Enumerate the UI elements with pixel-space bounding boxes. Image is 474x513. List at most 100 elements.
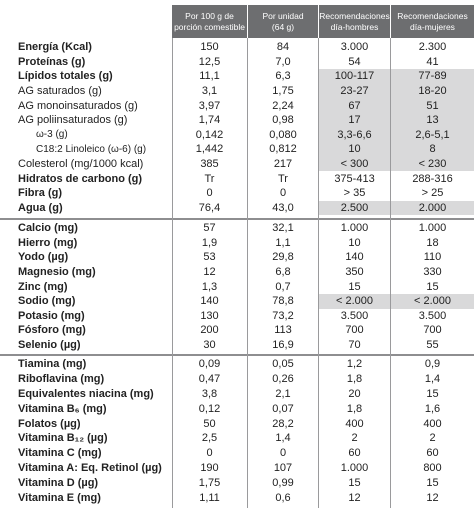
cell-value: 2.500 — [340, 201, 369, 214]
cell-value: 113 — [274, 324, 292, 337]
row-label: Hierro (mg) — [18, 236, 78, 249]
cell-value: 10 — [348, 143, 361, 156]
row-label: Selenio (µg) — [18, 339, 81, 352]
cell-value: 190 — [200, 461, 219, 474]
cell-value: 7,0 — [275, 55, 291, 68]
header-divider — [247, 5, 248, 38]
shaded-cell — [319, 200, 474, 216]
header-cell: Por 100 g de porción comestible — [172, 5, 247, 38]
cell-value: 6,8 — [275, 266, 291, 279]
row-label: Vitamina C (mg) — [18, 447, 102, 460]
header-divider — [318, 5, 319, 38]
row-label: AG poliinsaturados (g) — [18, 114, 128, 127]
cell-value: 1,9 — [201, 236, 218, 249]
cell-value: 0,47 — [198, 373, 221, 386]
cell-value: 2.300 — [418, 41, 447, 54]
cell-value: 1.000 — [418, 222, 447, 235]
cell-value: 15 — [348, 476, 361, 489]
row-label: Calcio (mg) — [18, 222, 78, 235]
cell-value: 1,2 — [346, 358, 363, 371]
cell-value: 2,24 — [272, 99, 294, 112]
cell-value: 76,4 — [198, 201, 221, 214]
cell-value: 15 — [426, 280, 439, 293]
cell-value: 1,442 — [195, 143, 224, 156]
cell-value: 70 — [348, 339, 361, 352]
row-label: Equivalentes niacina (mg) — [18, 387, 154, 400]
header-line: día-mujeres — [410, 21, 455, 32]
cell-value: 288-316 — [412, 172, 453, 185]
shaded-cell — [319, 83, 474, 99]
cell-value: 130 — [200, 309, 219, 322]
cell-value: < 2.000 — [335, 295, 373, 308]
cell-value: 54 — [348, 55, 361, 68]
shaded-cell — [319, 98, 474, 113]
cell-value: 1,6 — [424, 402, 441, 415]
cell-value: 3.000 — [340, 41, 369, 54]
header-cell: Recomendaciones día-mujeres — [391, 5, 474, 38]
cell-value: 12,5 — [198, 55, 221, 68]
row-label: Fibra (g) — [18, 187, 62, 200]
cell-value: 1,74 — [198, 114, 221, 127]
header-cell: Recomendaciones día-hombres — [319, 5, 390, 38]
row-label: Hidratos de carbono (g) — [18, 172, 143, 185]
cell-value: 1,75 — [198, 476, 221, 489]
header-line: (64 g) — [271, 21, 295, 32]
cell-value: Tr — [204, 172, 215, 185]
header-line: Por unidad — [262, 11, 304, 21]
cell-value: 0 — [206, 187, 213, 200]
header-line: Recomendaciones — [397, 11, 468, 21]
cell-value: 50 — [203, 417, 216, 430]
cell-value: 6,3 — [275, 70, 291, 83]
cell-value: 110 — [423, 251, 442, 264]
cell-value: 0,6 — [275, 491, 291, 504]
cell-value: 0 — [206, 447, 213, 460]
cell-value: 385 — [200, 158, 219, 171]
row-label: AG saturados (g) — [18, 85, 102, 98]
cell-value: 150 — [200, 41, 219, 54]
header-line: Por 100 g de — [185, 11, 234, 21]
row-label: Energía (Kcal) — [18, 41, 92, 54]
header-line: día-hombres — [330, 21, 379, 32]
cell-value: 1,11 — [199, 491, 220, 504]
row-label: Vitamina A: Eq. Retinol (µg) — [18, 461, 162, 474]
cell-value: 1,4 — [275, 432, 291, 445]
cell-value: 400 — [423, 417, 442, 430]
column-divider — [247, 38, 248, 508]
cell-value: 0 — [279, 447, 287, 460]
header-line: porción comestible — [174, 21, 245, 32]
cell-value: 0,26 — [272, 373, 294, 386]
cell-value: 0,98 — [272, 114, 294, 127]
cell-value: 12 — [348, 491, 361, 504]
cell-value: 8 — [429, 143, 436, 156]
cell-value: 0,9 — [424, 358, 441, 371]
cell-value: 1,8 — [346, 373, 363, 386]
row-label: Proteínas (g) — [18, 55, 86, 68]
cell-value: 84 — [276, 41, 290, 54]
cell-value: 3.500 — [340, 309, 369, 322]
cell-value: 77-89 — [418, 70, 447, 83]
column-divider — [390, 38, 391, 508]
cell-value: 28,2 — [272, 417, 294, 430]
cell-value: 55 — [426, 339, 439, 352]
cell-value: 330 — [423, 266, 442, 279]
row-label: Agua (g) — [18, 201, 63, 214]
cell-value: 73,2 — [272, 309, 294, 322]
row-label: Riboflavina (mg) — [18, 373, 105, 386]
cell-value: 15 — [426, 476, 439, 489]
cell-value: 3.500 — [418, 309, 447, 322]
header-cell: Por unidad (64 g) — [248, 5, 318, 38]
row-label: ω-3 (g) — [36, 129, 68, 141]
cell-value: 0,05 — [272, 358, 294, 371]
shaded-cell — [319, 156, 474, 172]
cell-value: 18 — [426, 236, 439, 249]
shaded-cell — [319, 69, 474, 84]
cell-value: 12 — [203, 266, 216, 279]
row-label: Zinc (mg) — [18, 280, 68, 293]
cell-value: 100-117 — [334, 70, 375, 83]
cell-value: 1.000 — [340, 222, 369, 235]
cell-value: 217 — [273, 158, 293, 171]
cell-value: 0,080 — [269, 128, 297, 141]
cell-value: 3,1 — [201, 85, 218, 98]
cell-value: 53 — [203, 251, 216, 264]
